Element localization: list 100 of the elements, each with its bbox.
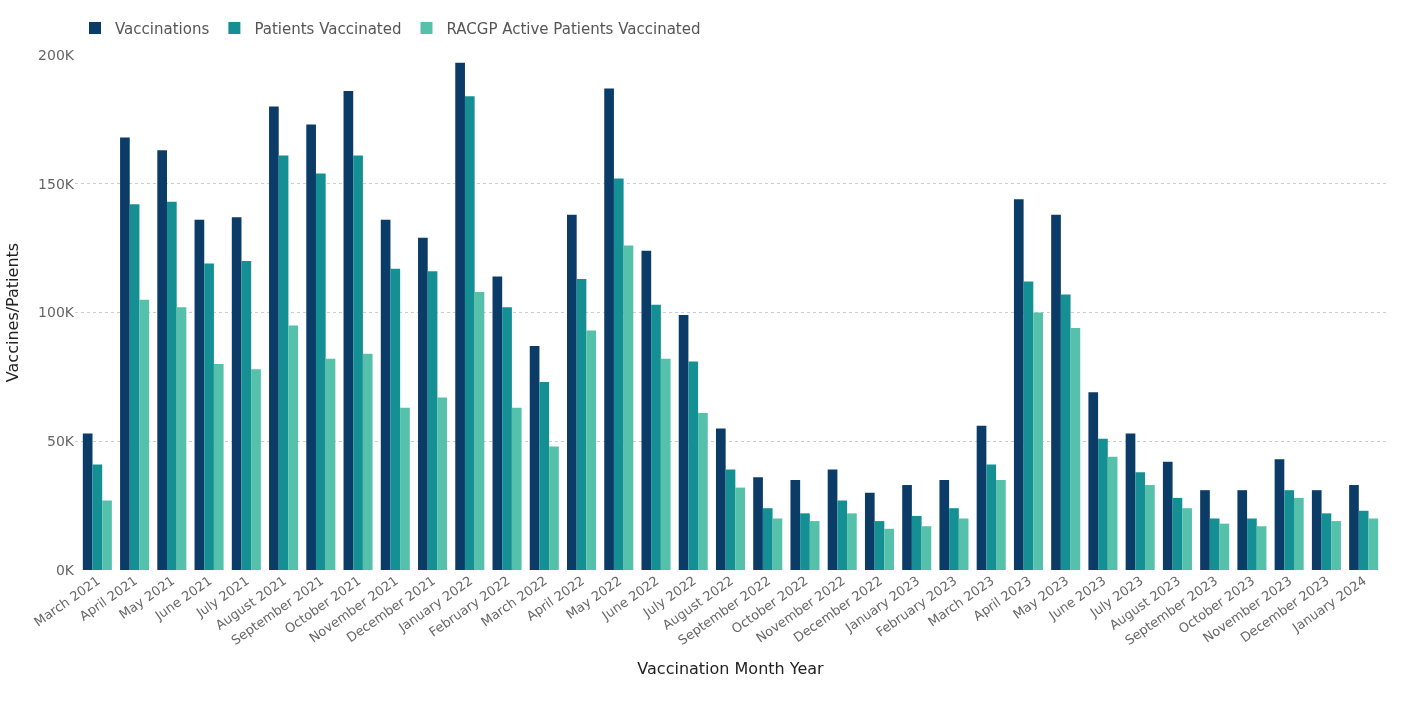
bar <box>390 268 401 570</box>
bar <box>567 214 577 570</box>
bar <box>529 345 540 570</box>
bar <box>241 261 252 570</box>
bar <box>362 353 373 570</box>
bar <box>82 433 93 570</box>
bar <box>874 521 885 570</box>
bar <box>1274 459 1285 570</box>
bar <box>753 477 763 570</box>
bar <box>166 201 177 570</box>
bar <box>604 88 614 570</box>
bar <box>1135 472 1146 570</box>
bar <box>1023 281 1034 570</box>
bar <box>464 96 475 570</box>
bar <box>176 307 187 570</box>
bar <box>837 500 848 570</box>
bar <box>492 276 503 570</box>
bar <box>1256 526 1267 570</box>
y-tick-label: 50K <box>47 433 75 450</box>
bar <box>418 237 428 570</box>
bar <box>1107 456 1118 570</box>
y-tick-label: 100K <box>38 304 75 321</box>
bar <box>735 487 746 570</box>
bar <box>231 217 242 570</box>
x-axis-title: Vaccination Month Year <box>637 658 825 678</box>
bar <box>353 155 363 570</box>
bar <box>1088 392 1099 570</box>
bar <box>1358 510 1369 570</box>
bar <box>1311 490 1322 570</box>
bar <box>827 469 838 570</box>
bar <box>251 369 261 570</box>
bar <box>213 364 224 570</box>
bar <box>1349 485 1359 570</box>
bar <box>1247 518 1257 570</box>
bar <box>455 62 465 570</box>
y-tick-label: 150K <box>38 175 75 192</box>
y-axis-title: Vaccines/Patients <box>2 242 22 383</box>
bar <box>660 358 671 570</box>
bar <box>129 204 140 570</box>
bar <box>902 485 912 570</box>
bar <box>120 137 130 570</box>
bar <box>1209 518 1220 570</box>
bar <box>1125 433 1136 570</box>
bar <box>576 279 587 570</box>
y-tick-label: 0K <box>55 561 75 578</box>
bar <box>976 425 987 570</box>
bar <box>325 358 336 570</box>
bar <box>1098 438 1108 570</box>
bar <box>762 508 773 570</box>
bar <box>204 263 214 570</box>
bar <box>1200 490 1210 570</box>
bar <box>1033 312 1043 570</box>
bar <box>288 325 299 570</box>
legend-label: RACGP Active Patients Vaccinated <box>446 19 701 38</box>
bar <box>539 382 550 570</box>
bar <box>1172 497 1183 570</box>
bar <box>958 518 969 570</box>
bar <box>1070 327 1081 570</box>
bar <box>474 291 485 570</box>
bar <box>380 219 391 570</box>
legend-label: Patients Vaccinated <box>254 19 402 38</box>
bar <box>92 464 103 570</box>
bar <box>306 124 316 570</box>
bar <box>1321 513 1332 570</box>
bar <box>194 219 205 570</box>
bar <box>278 155 289 570</box>
bar <box>1051 214 1061 570</box>
y-tick-label: 200K <box>38 46 75 63</box>
bar <box>613 178 624 570</box>
bar <box>772 518 783 570</box>
bar <box>437 397 448 570</box>
bar <box>800 513 810 570</box>
bar <box>1060 294 1071 570</box>
bar <box>1284 490 1295 570</box>
bar <box>502 307 512 570</box>
bar <box>1294 497 1304 570</box>
legend-label: Vaccinations <box>115 19 210 38</box>
bar <box>623 245 634 570</box>
bar <box>269 106 279 570</box>
bar <box>949 508 959 570</box>
bar <box>847 513 857 570</box>
bar <box>641 250 652 570</box>
bar <box>715 428 726 570</box>
bar <box>1145 485 1155 570</box>
bar <box>790 479 801 570</box>
bar <box>1182 508 1192 570</box>
bar <box>1237 490 1248 570</box>
bar <box>427 271 438 570</box>
bar <box>688 361 699 570</box>
bar <box>864 492 875 570</box>
bar <box>1331 521 1341 570</box>
bar <box>986 464 997 570</box>
bar <box>809 521 820 570</box>
bar <box>698 412 708 570</box>
bar <box>586 330 597 570</box>
bar <box>678 315 689 570</box>
bar <box>884 528 894 570</box>
bar <box>139 299 150 570</box>
bar <box>939 479 950 570</box>
bar <box>1162 461 1173 570</box>
